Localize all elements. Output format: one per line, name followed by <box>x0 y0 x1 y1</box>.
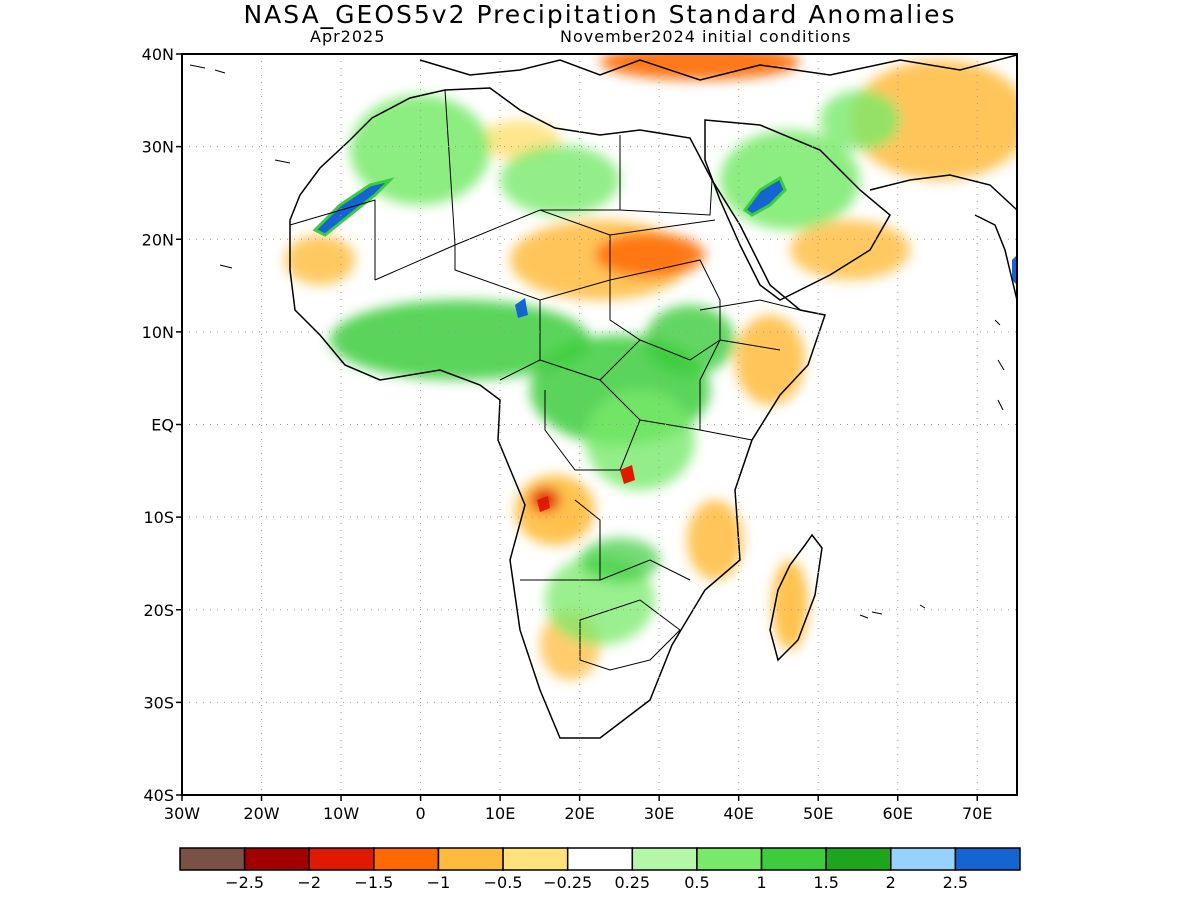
lon-tick-label: 10E <box>485 804 515 823</box>
strong-dry-zambia <box>620 465 635 484</box>
lat-tick-label: 20S <box>143 601 174 620</box>
colorbar-swatch <box>437 847 504 871</box>
lat-tick-label: EQ <box>151 416 174 435</box>
colorbar-swatch <box>179 847 246 871</box>
lon-tick-label: 70E <box>962 804 992 823</box>
wet-anomaly-mideast <box>820 90 900 150</box>
colorbar-label: −2.5 <box>225 873 264 892</box>
arabia-coastline <box>704 119 891 301</box>
colorbar-swatch <box>890 847 957 871</box>
lat-tick-label: 10S <box>143 508 174 527</box>
colorbar-label: −1 <box>427 873 451 892</box>
colorbar-swatch <box>760 847 827 871</box>
wet-anomaly-west-africa <box>330 300 590 380</box>
dry-anomaly-arabia <box>790 220 910 280</box>
wet-anomaly-congo <box>585 390 695 490</box>
colorbar-swatch <box>696 847 763 871</box>
map-title: NASA_GEOS5v2 Precipitation Standard Anom… <box>243 0 957 29</box>
colorbar-label: 2 <box>886 873 896 892</box>
lat-tick-label: 40S <box>143 786 174 805</box>
wet-anomaly-south-sudan <box>645 305 735 375</box>
madagascar-coastline <box>769 533 823 662</box>
lat-tick-label: 30N <box>142 138 174 157</box>
lon-tick-label: 20W <box>243 804 279 823</box>
africa-coastline <box>289 87 826 739</box>
small-islands <box>189 64 1005 619</box>
lat-tick-label: 10N <box>142 323 174 342</box>
strong-wet-saudi <box>742 175 787 217</box>
strong-wet-lake-chad <box>515 298 528 318</box>
lat-tick-label: 30S <box>143 693 174 712</box>
colorbar-swatch <box>954 847 1021 871</box>
lat-tick-label: 20N <box>142 230 174 249</box>
wet-anomaly-libya <box>500 145 620 215</box>
colorbar-swatch <box>502 847 569 871</box>
lon-tick-label: 40E <box>723 804 753 823</box>
colorbar-label: −2 <box>297 873 321 892</box>
iran-coastline <box>869 174 1017 211</box>
lon-tick-label: 60E <box>882 804 912 823</box>
anomaly-fill-layer <box>285 54 1017 738</box>
dry-anomaly-chad <box>595 233 705 277</box>
colorbar-swatch <box>308 847 375 871</box>
colorbar-swatch <box>373 847 440 871</box>
dry-anomaly-angola <box>515 475 595 545</box>
initial-conditions: November2024 initial conditions <box>560 27 852 46</box>
coastline-layer <box>189 54 1017 739</box>
colorbar-label: 2.5 <box>943 873 968 892</box>
lon-tick-label: 20E <box>564 804 594 823</box>
dry-anomaly-turkey <box>600 54 800 80</box>
dry-anomaly-mozambique <box>687 500 743 580</box>
dry-anomaly-horn <box>735 315 805 405</box>
lat-tick-label: 40N <box>142 45 174 64</box>
dry-anomaly-madagascar <box>772 560 808 650</box>
lon-tick-label: 30W <box>164 804 200 823</box>
strong-wet-india-coast <box>1012 255 1017 285</box>
colorbar-label: 0.5 <box>684 873 709 892</box>
colorbar-label: −1.5 <box>354 873 393 892</box>
colorbar-label: 1 <box>756 873 766 892</box>
strong-wet-mauritania <box>312 177 395 237</box>
lon-tick-label: 50E <box>803 804 833 823</box>
dry-anomaly-iran <box>850 60 1017 180</box>
colorbar-label: −0.25 <box>543 873 592 892</box>
colorbar-label: 0.25 <box>614 873 650 892</box>
latitude-axis: 40N 30N 20N 10N EQ 10S 20S 30S 40S <box>142 45 182 805</box>
colorbar-swatch <box>243 847 310 871</box>
lon-tick-label: 10W <box>323 804 359 823</box>
colorbar: −2.5 −2 −1.5 −1 −0.5 −0.25 0.25 0.5 1 1.5 2 2.5 <box>179 847 1021 892</box>
wet-anomaly-algeria <box>350 95 490 205</box>
colorbar-swatch <box>631 847 698 871</box>
colorbar-swatch <box>566 847 634 871</box>
forecast-month: Apr2025 <box>310 27 386 46</box>
europe-coastline <box>419 54 1017 81</box>
wet-anomaly-zambia <box>580 538 660 582</box>
longitude-axis: 30W 20W 10W 0 10E 20E 30E 40E 50E 60E 70E <box>164 795 992 823</box>
colorbar-swatch <box>825 847 892 871</box>
dry-anomaly-mauritania <box>285 235 355 285</box>
lon-tick-label: 30E <box>644 804 674 823</box>
strong-dry-angola <box>537 496 550 512</box>
country-borders <box>289 89 801 671</box>
colorbar-label: 1.5 <box>813 873 838 892</box>
colorbar-label: −0.5 <box>484 873 523 892</box>
india-coastline <box>974 214 1017 301</box>
lon-tick-label: 0 <box>415 804 425 823</box>
